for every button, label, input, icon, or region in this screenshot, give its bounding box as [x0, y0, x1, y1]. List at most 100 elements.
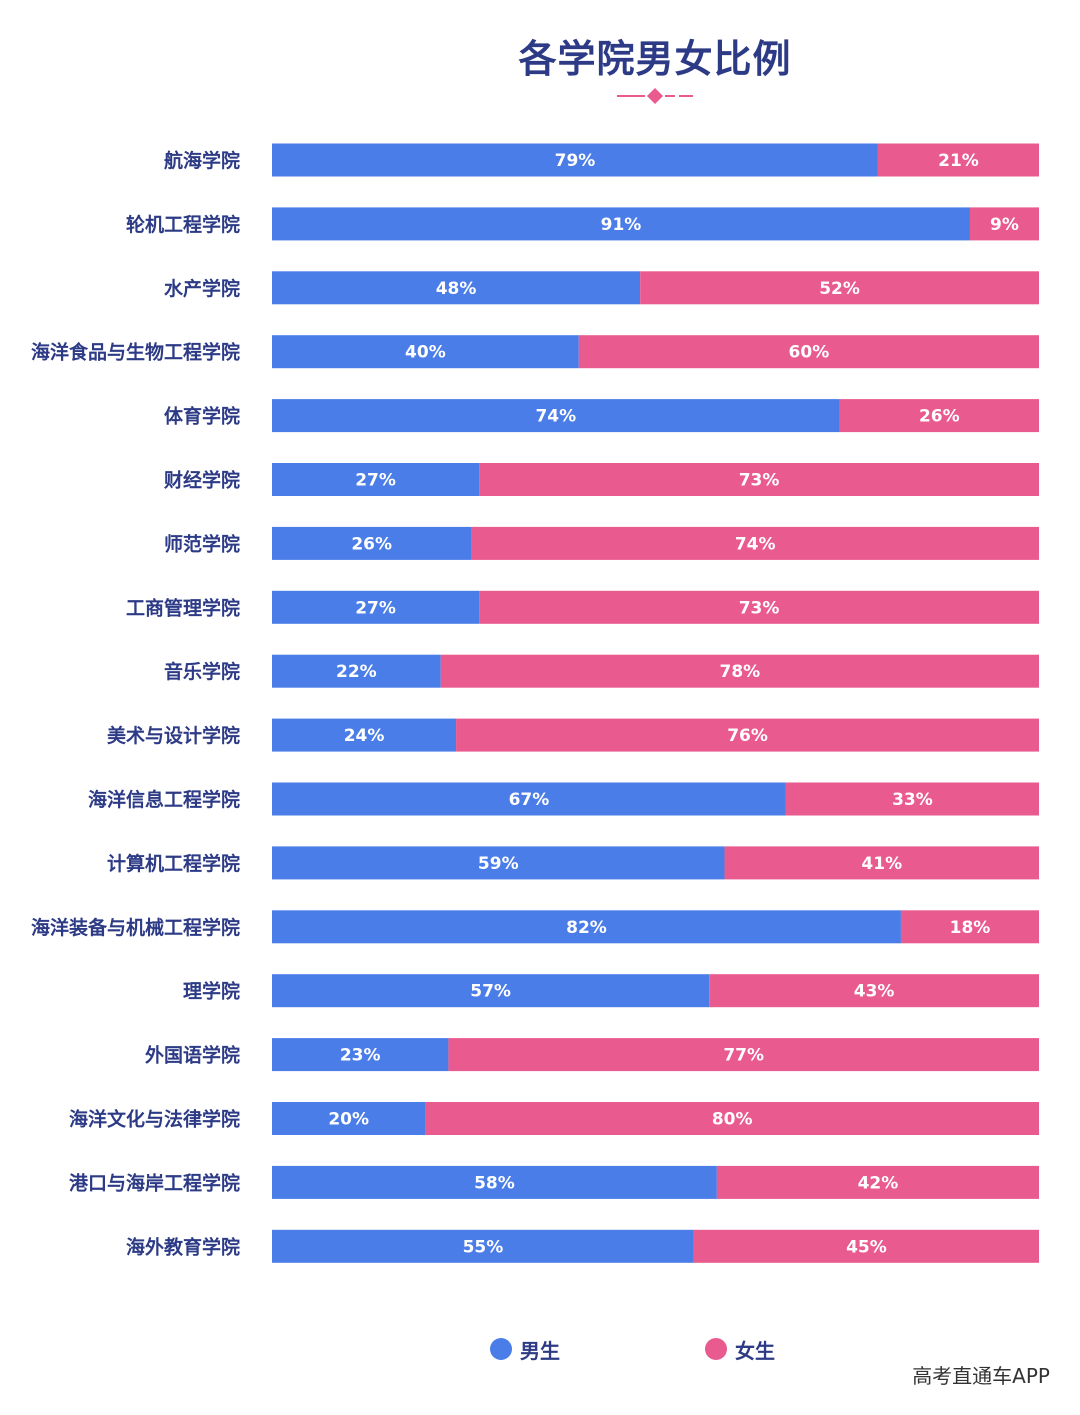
bar-female: [877, 143, 1039, 177]
value-label-female: 18%: [950, 918, 991, 938]
value-label-female: 52%: [819, 279, 860, 299]
watermark: 高考直通车APP: [912, 1364, 1050, 1388]
bar-male: [272, 654, 441, 688]
category-label: 海洋信息工程学院: [88, 788, 240, 811]
legend-item-female: 女生: [705, 1333, 775, 1365]
stacked-bar-chart: 航海学院 79% 21% 轮机工程学院 91% 9% 水产学院 48% 52% 海洋食品与生物工程…: [31, 143, 1040, 1263]
category-label: 海洋食品与生物工程学院: [31, 341, 240, 364]
bar-male: [272, 1102, 426, 1135]
value-label-female: 45%: [846, 1237, 887, 1257]
bar-female: [479, 463, 1040, 496]
value-label-female: 26%: [919, 407, 960, 427]
value-label-female: 78%: [720, 662, 761, 682]
bar-male: [272, 399, 840, 433]
bar-female: [578, 335, 1039, 369]
bar-female: [724, 846, 1039, 880]
bar-female: [456, 718, 1040, 752]
legend-label-male: 男生: [520, 1338, 560, 1363]
value-label-male: 59%: [478, 854, 519, 874]
bar-female: [440, 654, 1039, 688]
value-label-male: 23%: [340, 1046, 381, 1066]
bar-female: [969, 207, 1039, 241]
value-label-female: 33%: [892, 790, 933, 810]
value-label-female: 73%: [739, 471, 780, 491]
category-label: 航海学院: [164, 149, 240, 172]
category-label: 工商管理学院: [126, 596, 240, 619]
category-label: 水产学院: [164, 277, 240, 300]
bar-male: [272, 846, 725, 880]
bar-male: [272, 526, 472, 560]
category-label: 音乐学院: [164, 660, 240, 683]
legend-swatch-female: [705, 1338, 727, 1360]
category-label: 美术与设计学院: [107, 724, 240, 747]
bar-male: [272, 207, 970, 241]
bar-female: [640, 271, 1039, 305]
chart-legend: 男生 女生: [0, 1333, 1080, 1365]
bar-female: [709, 974, 1039, 1008]
legend-swatch-male: [490, 1338, 512, 1360]
category-label: 海洋文化与法律学院: [69, 1108, 240, 1131]
value-label-female: 76%: [727, 726, 768, 746]
value-label-male: 27%: [355, 598, 396, 618]
bar-male: [272, 1229, 694, 1263]
value-label-female: 77%: [723, 1046, 764, 1066]
bar-female: [448, 1038, 1039, 1072]
bar-male: [272, 782, 786, 816]
bar-male: [272, 143, 878, 177]
bar-female: [479, 590, 1040, 624]
value-label-male: 74%: [535, 407, 576, 427]
value-label-male: 58%: [474, 1173, 515, 1193]
bar-male: [272, 463, 480, 496]
bar-male: [272, 910, 901, 944]
value-label-female: 73%: [739, 598, 780, 618]
value-label-male: 55%: [463, 1237, 504, 1257]
category-label: 体育学院: [164, 405, 240, 428]
value-label-male: 22%: [336, 662, 377, 682]
value-label-female: 43%: [854, 982, 895, 1002]
value-label-female: 60%: [789, 343, 830, 363]
category-label: 港口与海岸工程学院: [69, 1171, 240, 1194]
category-label: 海外教育学院: [126, 1235, 240, 1258]
value-label-male: 67%: [509, 790, 550, 810]
category-label: 海洋装备与机械工程学院: [31, 916, 240, 939]
value-label-female: 9%: [990, 215, 1019, 235]
category-label: 财经学院: [164, 469, 240, 492]
bar-male: [272, 1038, 449, 1072]
title-divider-icon: [617, 88, 693, 104]
chart-title: 各学院男女比例: [518, 37, 792, 81]
value-label-male: 20%: [328, 1110, 369, 1130]
category-label: 外国语学院: [145, 1044, 240, 1067]
value-label-male: 57%: [470, 982, 511, 1002]
value-label-female: 21%: [938, 151, 979, 171]
value-label-male: 27%: [355, 471, 396, 491]
value-label-male: 79%: [555, 151, 596, 171]
bar-female: [471, 526, 1039, 560]
bar-male: [272, 590, 480, 624]
category-label: 理学院: [183, 980, 240, 1003]
value-label-female: 41%: [861, 854, 902, 874]
bar-female: [785, 782, 1039, 816]
bar-male: [272, 1165, 717, 1199]
bar-female: [716, 1165, 1039, 1199]
bar-male: [272, 718, 457, 752]
value-label-female: 80%: [712, 1110, 753, 1130]
value-label-male: 40%: [405, 343, 446, 363]
bar-male: [272, 271, 641, 305]
bar-male: [272, 335, 579, 369]
value-label-male: 24%: [344, 726, 385, 746]
bar-female: [693, 1229, 1039, 1263]
legend-item-male: 男生: [490, 1333, 560, 1365]
value-label-female: 74%: [735, 534, 776, 554]
category-label: 师范学院: [164, 532, 240, 555]
value-label-male: 82%: [566, 918, 607, 938]
value-label-female: 42%: [858, 1173, 899, 1193]
value-label-male: 48%: [436, 279, 477, 299]
bar-female: [425, 1102, 1039, 1135]
legend-label-female: 女生: [735, 1338, 775, 1363]
category-label: 轮机工程学院: [126, 213, 240, 236]
value-label-male: 26%: [351, 534, 392, 554]
bar-male: [272, 974, 710, 1008]
bar-female: [900, 910, 1039, 944]
value-label-male: 91%: [601, 215, 642, 235]
bar-female: [839, 399, 1039, 433]
